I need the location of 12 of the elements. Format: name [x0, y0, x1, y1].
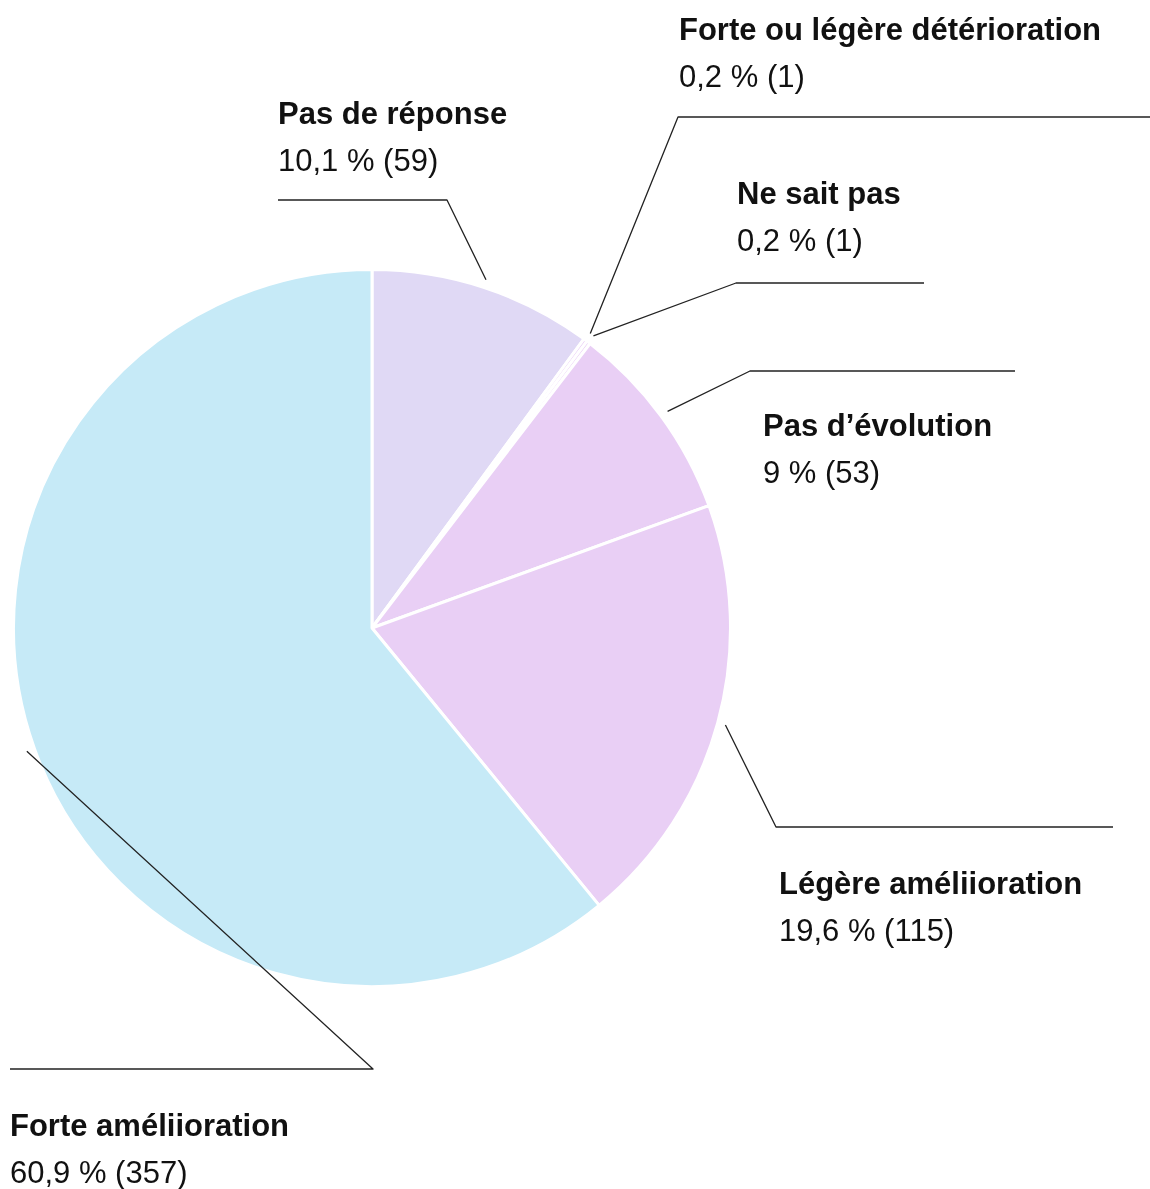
slice-label: Pas de réponse [278, 96, 508, 131]
slice-label: Ne sait pas [737, 176, 901, 211]
slice-label: Pas d’évolution [763, 408, 993, 443]
data-label: 19,6 % (115) [779, 913, 955, 948]
data-label: 0,2 % (1) [737, 223, 863, 258]
slice-label: Forte ou légère détérioration [679, 12, 1102, 47]
data-label: 9 % (53) [763, 455, 881, 490]
slice-label: Légère améliioration [779, 866, 1083, 901]
data-label: 60,9 % (357) [10, 1155, 188, 1189]
data-label: 10,1 % (59) [278, 143, 439, 178]
data-label: 0,2 % (1) [679, 59, 805, 94]
slice-label: Forte améliioration [10, 1108, 290, 1143]
